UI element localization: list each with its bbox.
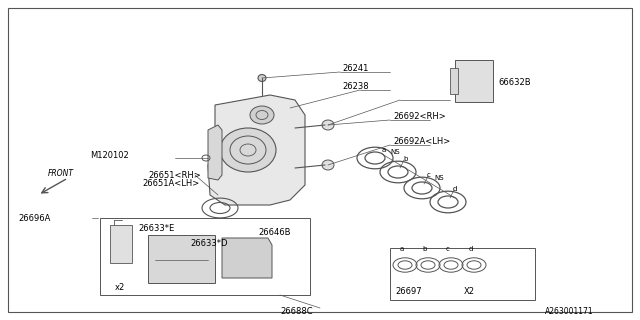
Polygon shape <box>208 95 305 205</box>
Bar <box>455 60 493 102</box>
Text: 26238: 26238 <box>342 82 369 91</box>
Text: 26651A<LH>: 26651A<LH> <box>142 179 199 188</box>
Text: b: b <box>423 246 427 252</box>
Ellipse shape <box>322 160 334 170</box>
Polygon shape <box>208 125 222 180</box>
Text: 26633*D: 26633*D <box>190 238 227 247</box>
Polygon shape <box>222 238 272 278</box>
Text: a: a <box>400 246 404 252</box>
Text: M120102: M120102 <box>90 150 129 159</box>
Text: 26646B: 26646B <box>258 228 291 236</box>
Text: 26696A: 26696A <box>18 213 51 222</box>
Text: 26692<RH>: 26692<RH> <box>393 111 445 121</box>
Ellipse shape <box>220 128 276 172</box>
Text: 66632B: 66632B <box>498 77 531 86</box>
Text: a: a <box>382 147 387 153</box>
Text: 26697: 26697 <box>395 287 422 297</box>
Text: d: d <box>453 186 458 192</box>
Text: X2: X2 <box>464 287 475 297</box>
Bar <box>110 225 132 263</box>
Ellipse shape <box>250 106 274 124</box>
Text: 26241: 26241 <box>342 63 369 73</box>
Text: A263001171: A263001171 <box>545 308 594 316</box>
Text: NS: NS <box>434 175 444 181</box>
Text: NS: NS <box>390 149 399 155</box>
Text: d: d <box>469 246 473 252</box>
Text: 26633*E: 26633*E <box>138 223 174 233</box>
Bar <box>390 248 535 300</box>
Text: c: c <box>427 172 431 178</box>
Polygon shape <box>148 235 215 283</box>
Text: FRONT: FRONT <box>48 169 74 178</box>
Text: c: c <box>446 246 450 252</box>
Text: 26688C: 26688C <box>280 308 312 316</box>
Ellipse shape <box>258 75 266 82</box>
Bar <box>450 68 458 94</box>
Text: x2: x2 <box>115 284 125 292</box>
Ellipse shape <box>322 120 334 130</box>
Text: 26692A<LH>: 26692A<LH> <box>393 137 451 146</box>
Text: 26651<RH>: 26651<RH> <box>148 171 201 180</box>
Text: b: b <box>403 156 408 162</box>
